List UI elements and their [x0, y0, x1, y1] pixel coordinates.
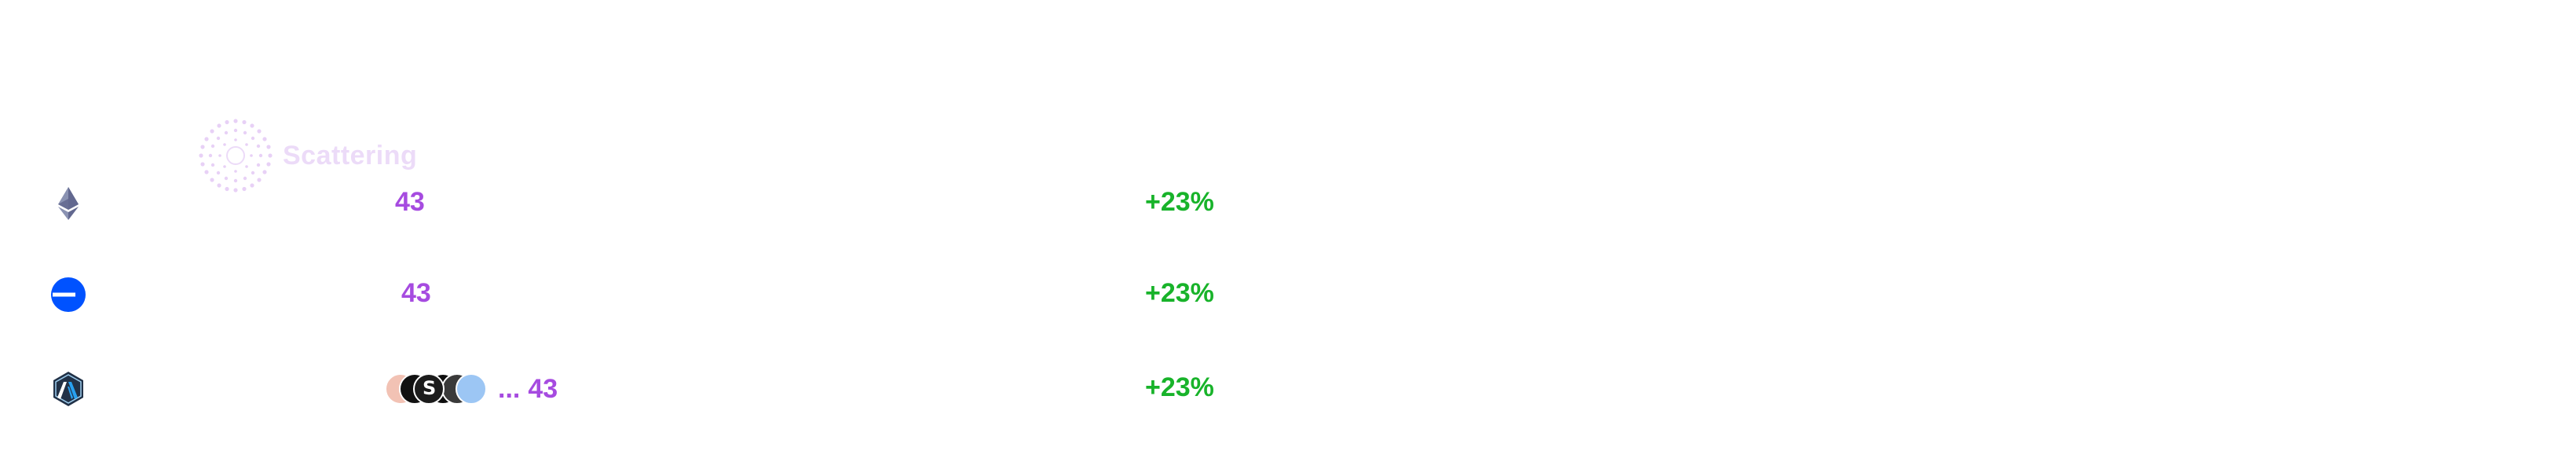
change-percent: +23%: [1145, 187, 1214, 217]
arbitrum-icon: [53, 372, 83, 406]
count-value: 43: [401, 278, 431, 308]
change-percent: +23%: [1145, 372, 1214, 402]
more-ellipsis: ...: [498, 373, 521, 404]
scattering-logo-icon: [199, 119, 273, 192]
ethereum-icon: [58, 187, 79, 220]
avatar: S: [413, 373, 445, 405]
scattering-watermark: Scattering: [198, 118, 417, 193]
avatar: [456, 373, 487, 405]
avatar-stack[interactable]: S ... 43: [385, 372, 558, 405]
s-letter-icon: S: [423, 377, 437, 399]
table-row[interactable]: 43 +23%: [0, 262, 2576, 325]
count-value: 43: [395, 187, 425, 217]
watermark-label: Scattering: [283, 140, 418, 170]
table-row[interactable]: S ... 43 +23%: [0, 357, 2576, 420]
count-value: 43: [528, 373, 558, 404]
base-icon: [51, 277, 86, 312]
change-percent: +23%: [1145, 278, 1214, 308]
table-row[interactable]: 43 +23%: [0, 171, 2576, 234]
